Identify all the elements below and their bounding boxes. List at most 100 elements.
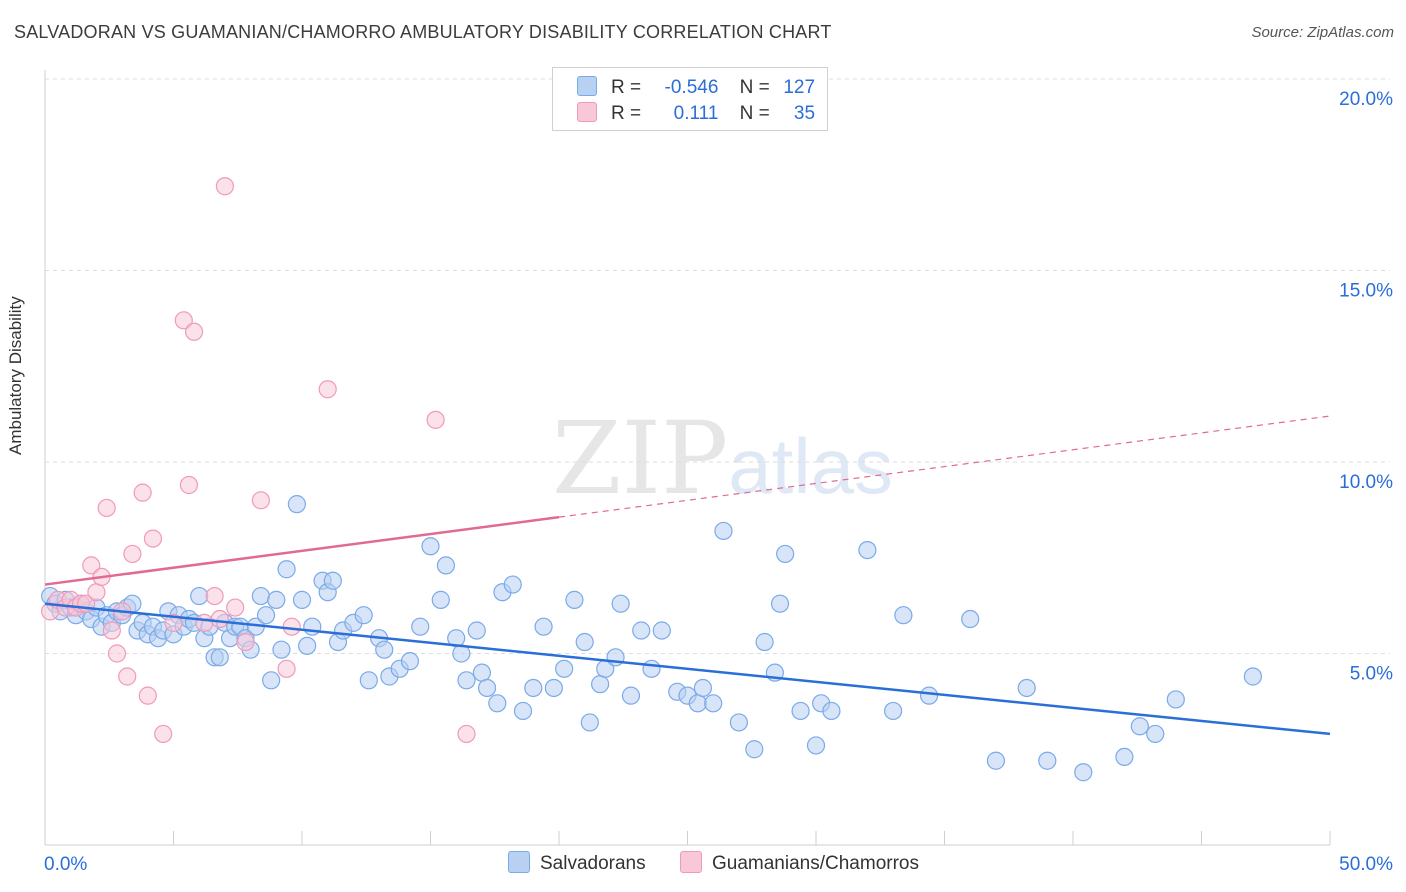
salvadoran-point xyxy=(642,659,661,678)
guamanian-point xyxy=(174,311,193,330)
guamanian-point xyxy=(215,177,234,196)
salvadoran-point xyxy=(745,740,764,759)
salvadoran-point xyxy=(919,686,939,705)
salvadoran-point xyxy=(1166,690,1185,709)
legend-label: Guamanians/Chamorros xyxy=(712,853,919,874)
guamanian-point xyxy=(102,621,121,640)
salvadoran-point xyxy=(400,652,420,671)
guamanian-point xyxy=(282,617,301,636)
salvadoran-point xyxy=(714,521,733,541)
salvadoran-point xyxy=(1115,747,1134,767)
guamanian-point xyxy=(457,724,476,744)
guamanian-point xyxy=(205,586,224,606)
chart-source: Source: ZipAtlas.com xyxy=(1251,24,1394,41)
salvadoran-point xyxy=(488,694,507,713)
salvadoran-trend-line xyxy=(44,602,1331,736)
guamanian-point xyxy=(133,483,152,502)
guamanian-point xyxy=(184,322,204,341)
salvadoran-point xyxy=(544,678,563,698)
salvadoran-point xyxy=(267,590,286,609)
r-label: R = xyxy=(611,103,642,124)
salvadoran-point xyxy=(375,640,394,659)
salvadoran-point xyxy=(883,701,903,721)
salvadoran-point xyxy=(298,636,317,655)
salvadoran-point xyxy=(477,678,497,698)
guamanian-point xyxy=(107,644,127,663)
salvadoran-point xyxy=(755,632,774,652)
x-tick-label: 50.0% xyxy=(1339,854,1393,875)
salvadoran-point xyxy=(323,571,342,590)
salvadoran-point xyxy=(277,560,296,579)
guamanian-trend-line-extension xyxy=(558,415,1331,518)
guamanian-point xyxy=(210,609,229,629)
salvadoran-point xyxy=(1017,678,1036,698)
salvadoran-point xyxy=(436,556,456,575)
legend-swatch xyxy=(508,851,530,873)
n-label: N = xyxy=(739,103,770,124)
r-label: R = xyxy=(611,77,642,98)
salvadoran-point xyxy=(292,590,312,609)
salvadoran-point xyxy=(503,575,522,594)
salvadoran-point xyxy=(729,713,749,732)
salvadoran-point xyxy=(472,663,491,682)
watermark-atlas: atlas xyxy=(728,422,894,510)
salvadoran-point xyxy=(411,617,430,636)
salvadoran-point xyxy=(272,640,291,659)
salvadoran-point xyxy=(961,609,980,629)
salvadoran-point xyxy=(1130,717,1149,736)
guamanian-point xyxy=(97,498,116,518)
legend-label: Salvadorans xyxy=(540,853,646,874)
guamanian-point xyxy=(143,529,163,548)
x-tick-label: 0.0% xyxy=(44,854,87,875)
salvadoran-point xyxy=(986,751,1006,770)
salvadoran-point xyxy=(262,671,281,690)
guamanian-point xyxy=(138,686,157,705)
salvadoran-point xyxy=(1038,751,1057,770)
salvadoran-point xyxy=(534,617,553,636)
salvadoran-point xyxy=(287,495,306,514)
y-axis-label: Ambulatory Disability xyxy=(6,296,25,455)
guamanian-point xyxy=(251,491,270,510)
guamanian-point xyxy=(277,659,296,678)
salvadoran-point xyxy=(621,686,641,705)
legend-swatch-salvadorans xyxy=(577,76,597,96)
salvadoran-point xyxy=(210,648,229,667)
chart-title: SALVADORAN VS GUAMANIAN/CHAMORRO AMBULAT… xyxy=(14,22,832,42)
guamanian-trend-line xyxy=(44,515,560,586)
y-tick-label: 5.0% xyxy=(1350,664,1393,685)
salvadoran-point xyxy=(513,701,533,721)
legend-swatch xyxy=(680,851,702,873)
salvadoran-point xyxy=(591,675,610,694)
guamanian-point xyxy=(318,380,337,399)
guamanian-point xyxy=(118,667,137,686)
guamanian-point xyxy=(195,613,214,632)
salvadoran-point xyxy=(632,621,651,640)
guamanian-point xyxy=(179,475,199,495)
salvadoran-point xyxy=(580,713,599,732)
salvadoran-point xyxy=(457,671,476,690)
n-label: N = xyxy=(739,77,770,98)
salvadoran-point xyxy=(693,678,713,698)
salvadoran-point xyxy=(1146,724,1165,744)
guamanian-point xyxy=(236,632,255,652)
salvadoran-point xyxy=(565,590,584,609)
salvadoran-point xyxy=(688,694,707,713)
guamanian-point xyxy=(87,583,106,602)
salvadoran-point xyxy=(555,659,574,678)
salvadoran-point xyxy=(858,540,877,560)
salvadoran-point xyxy=(894,606,913,625)
salvadoran-point xyxy=(652,621,671,640)
salvadoran-point xyxy=(1074,763,1093,782)
salvadoran-point xyxy=(431,590,450,609)
salvadoran-point xyxy=(791,701,810,721)
guamanian-point xyxy=(82,556,101,575)
stats-legend: R = -0.546 N = 127 R = 0.111 N = 35 xyxy=(552,67,828,131)
y-tick-label: 10.0% xyxy=(1339,472,1393,493)
salvadoran-point xyxy=(1243,667,1263,686)
salvadoran-point xyxy=(704,694,723,713)
salvadoran-point xyxy=(822,701,841,721)
legend-item-guamanians: Guamanians/Chamorros xyxy=(680,851,919,875)
salvadoran-point xyxy=(611,594,630,613)
r-value: -0.546 xyxy=(664,77,719,98)
